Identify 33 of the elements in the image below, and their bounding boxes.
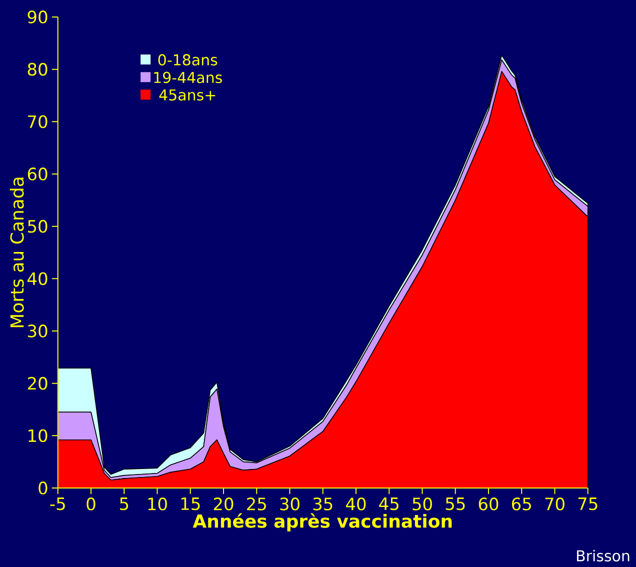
y-tick-label: 50	[28, 220, 48, 233]
y-tick-label: 0	[38, 482, 48, 494]
x-tick-label: 75	[578, 498, 598, 510]
x-tick-label: 35	[313, 498, 332, 510]
x-tick-label: 50	[412, 498, 432, 510]
x-tick-label: 45	[379, 498, 398, 510]
x-tick-label: 70	[545, 498, 564, 510]
text: Brisson	[577, 550, 630, 562]
x-tick-label: 40	[346, 498, 366, 510]
x-tick-label: 0	[86, 498, 96, 510]
y-tick-label: 40	[28, 272, 48, 286]
y-tick-label: 80	[28, 62, 48, 76]
x-tick-label: 65	[512, 498, 531, 510]
x-tick-label: 60	[478, 498, 498, 510]
legend-label: 45ans+	[159, 89, 216, 101]
y-tick-label: 70	[28, 115, 48, 128]
y-tick-label: 10	[28, 429, 48, 442]
x-tick-label: 30	[280, 498, 300, 510]
x-tick-label: 5	[120, 498, 128, 510]
x-tick-label: 20	[214, 498, 234, 510]
x-tick-label: 25	[247, 498, 266, 510]
y-tick-label: 90	[28, 10, 48, 24]
y-axis-title: Morts au Canada	[10, 178, 24, 328]
y-tick-label: 30	[28, 324, 48, 338]
legend-label: 19-44ans	[154, 72, 222, 84]
x-tick-label: 55	[446, 498, 465, 510]
y-tick-label: 20	[28, 376, 48, 390]
x-tick-label: -5	[50, 498, 65, 510]
x-tick-label: 10	[148, 498, 167, 510]
x-axis-title: Années après vaccination	[192, 513, 452, 532]
legend-label: 0-18ans	[158, 54, 218, 66]
x-tick-label: 15	[181, 498, 200, 510]
y-tick-label: 60	[28, 168, 48, 180]
